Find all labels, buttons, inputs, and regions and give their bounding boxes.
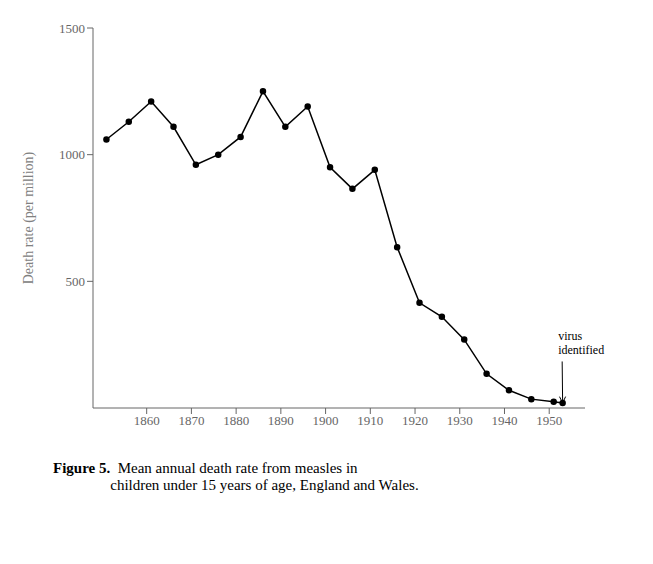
svg-text:1860: 1860 bbox=[134, 413, 160, 428]
svg-text:virusidentified: virusidentified bbox=[558, 329, 604, 357]
svg-text:1500: 1500 bbox=[59, 21, 85, 36]
svg-text:1940: 1940 bbox=[491, 413, 517, 428]
svg-text:1000: 1000 bbox=[59, 147, 85, 162]
svg-text:1950: 1950 bbox=[536, 413, 562, 428]
svg-text:Death rate (per million): Death rate (per million) bbox=[21, 151, 37, 284]
svg-text:500: 500 bbox=[66, 274, 86, 289]
svg-text:1910: 1910 bbox=[357, 413, 383, 428]
svg-text:1880: 1880 bbox=[223, 413, 249, 428]
html-text:children under 15 years of age: children under 15 years of age, England … bbox=[110, 477, 419, 493]
svg-text:1900: 1900 bbox=[313, 413, 339, 428]
svg-text:1930: 1930 bbox=[447, 413, 473, 428]
svg-text:1920: 1920 bbox=[402, 413, 428, 428]
html-text:Figure 5. Mean annual death ra: Figure 5. Mean annual death rate from me… bbox=[53, 460, 358, 476]
svg-text:1870: 1870 bbox=[178, 413, 204, 428]
svg-text:1890: 1890 bbox=[268, 413, 294, 428]
